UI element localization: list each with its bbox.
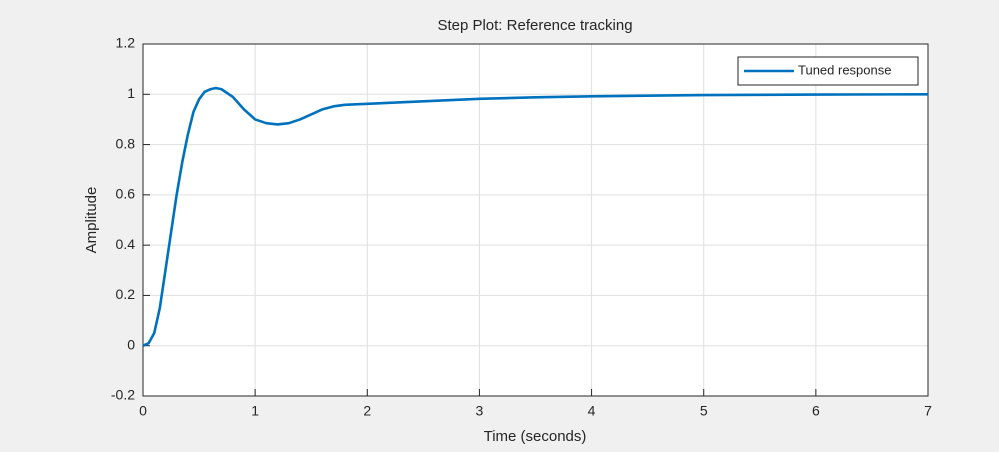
axes-box	[142, 43, 929, 397]
x-tick-label: 3	[476, 403, 484, 419]
legend-label: Tuned response	[798, 62, 891, 77]
x-tick-label: 1	[251, 403, 259, 419]
y-tick-label: 0.8	[116, 135, 136, 151]
x-tick-label: 7	[924, 403, 932, 419]
y-tick-label: -0.2	[111, 387, 135, 403]
chart-title: Step Plot: Reference tracking	[437, 17, 632, 34]
plot-area	[143, 44, 928, 396]
x-tick-label: 0	[139, 403, 147, 419]
x-tick-label: 6	[812, 403, 820, 419]
y-tick-label: 0.6	[116, 186, 136, 202]
y-tick-label: 1	[127, 85, 135, 101]
x-tick-label: 2	[363, 403, 371, 419]
y-tick-label: 0.2	[116, 286, 136, 302]
y-tick-label: 1.2	[116, 35, 136, 51]
y-axis-label: Amplitude	[83, 187, 100, 254]
line-series	[142, 86, 929, 347]
y-tick-label: 0	[127, 336, 135, 352]
x-axis-label: Time (seconds)	[484, 428, 587, 445]
y-tick-label: 0.4	[116, 236, 136, 252]
x-tick-label: 5	[700, 403, 708, 419]
x-tick-label: 4	[588, 403, 596, 419]
